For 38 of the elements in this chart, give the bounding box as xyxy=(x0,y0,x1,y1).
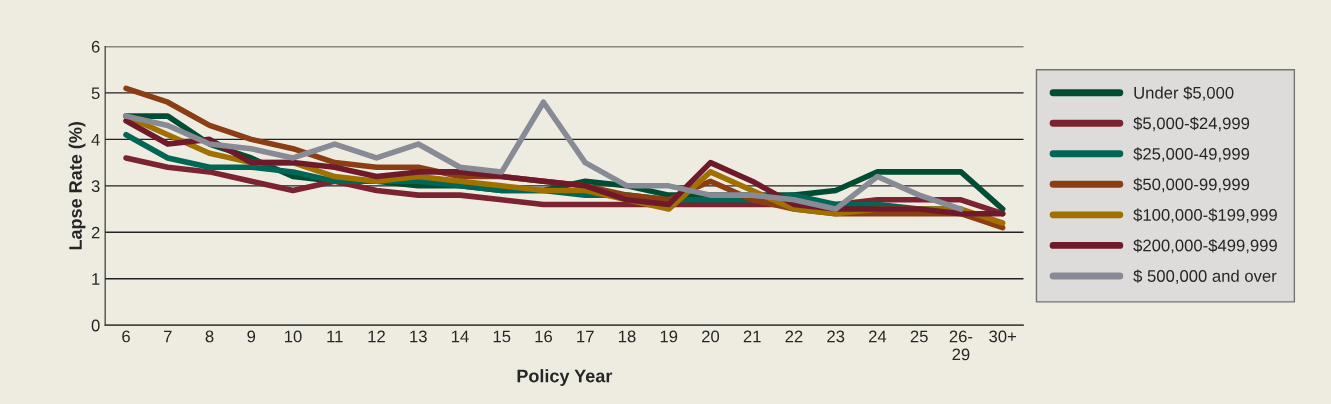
x-tick-label: 23 xyxy=(827,330,845,343)
legend-label: $50,000-99,999 xyxy=(1133,177,1250,193)
x-tick-label: 15 xyxy=(493,330,511,343)
x-tick-label: 7 xyxy=(163,330,172,343)
legend-label: $5,000-$24,999 xyxy=(1133,116,1250,132)
x-tick-label: 10 xyxy=(285,330,302,343)
legend-label: $200,000-$499,999 xyxy=(1133,238,1277,254)
y-tick-label: 5 xyxy=(91,87,100,100)
x-tick-label: 24 xyxy=(869,330,887,343)
x-tick-label: 8 xyxy=(205,330,214,343)
x-tick-label: 19 xyxy=(660,330,678,343)
x-tick-label: 20 xyxy=(702,330,720,343)
x-axis-title: Policy Year xyxy=(517,369,613,386)
x-tick-label: 25 xyxy=(910,330,928,343)
x-tick-label: 17 xyxy=(577,330,594,343)
x-tick-label: 18 xyxy=(618,330,636,343)
x-tick-label: 12 xyxy=(368,330,385,343)
x-tick-label: 26- 29 xyxy=(949,330,973,361)
y-axis-title: Lapse Rate (%) xyxy=(68,122,86,250)
x-tick-label: 16 xyxy=(535,330,553,343)
y-tick-label: 3 xyxy=(91,180,100,193)
y-tick-label: 4 xyxy=(91,133,100,146)
x-tick-label: 9 xyxy=(247,330,256,343)
x-tick-label: 6 xyxy=(122,330,130,343)
legend-label: $25,000-49,999 xyxy=(1133,147,1250,162)
legend-label: $100,000-$199,999 xyxy=(1133,208,1277,223)
x-tick-label: 13 xyxy=(410,330,427,343)
y-tick-label: 2 xyxy=(91,226,100,239)
legend-label: Under $5,000 xyxy=(1134,86,1234,101)
x-tick-label: 22 xyxy=(785,330,803,343)
y-tick-label: 1 xyxy=(92,273,100,285)
x-tick-label: 14 xyxy=(451,330,469,343)
y-tick-label: 6 xyxy=(91,40,100,53)
x-tick-label: 21 xyxy=(743,330,761,343)
x-tick-label: 11 xyxy=(327,330,343,343)
legend-label: $ 500,000 and over xyxy=(1133,269,1277,284)
x-tick-label: 30+ xyxy=(989,330,1016,343)
y-tick-label: 0 xyxy=(91,319,100,332)
